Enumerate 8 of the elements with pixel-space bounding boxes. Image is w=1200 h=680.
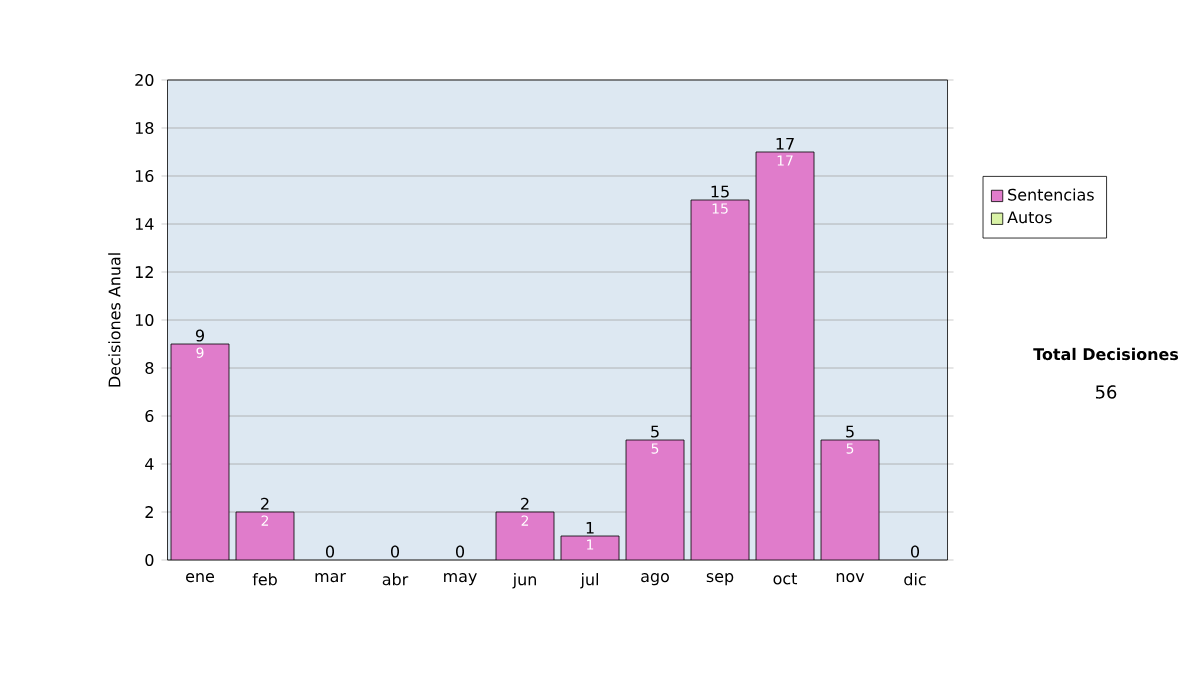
bar bbox=[496, 512, 555, 560]
bar bbox=[170, 343, 230, 560]
bar bbox=[691, 199, 750, 560]
bar bbox=[756, 151, 815, 560]
bar bbox=[820, 439, 880, 560]
text: 56 bbox=[1095, 385, 1117, 399]
bar bbox=[235, 511, 295, 560]
bar bbox=[626, 440, 685, 560]
